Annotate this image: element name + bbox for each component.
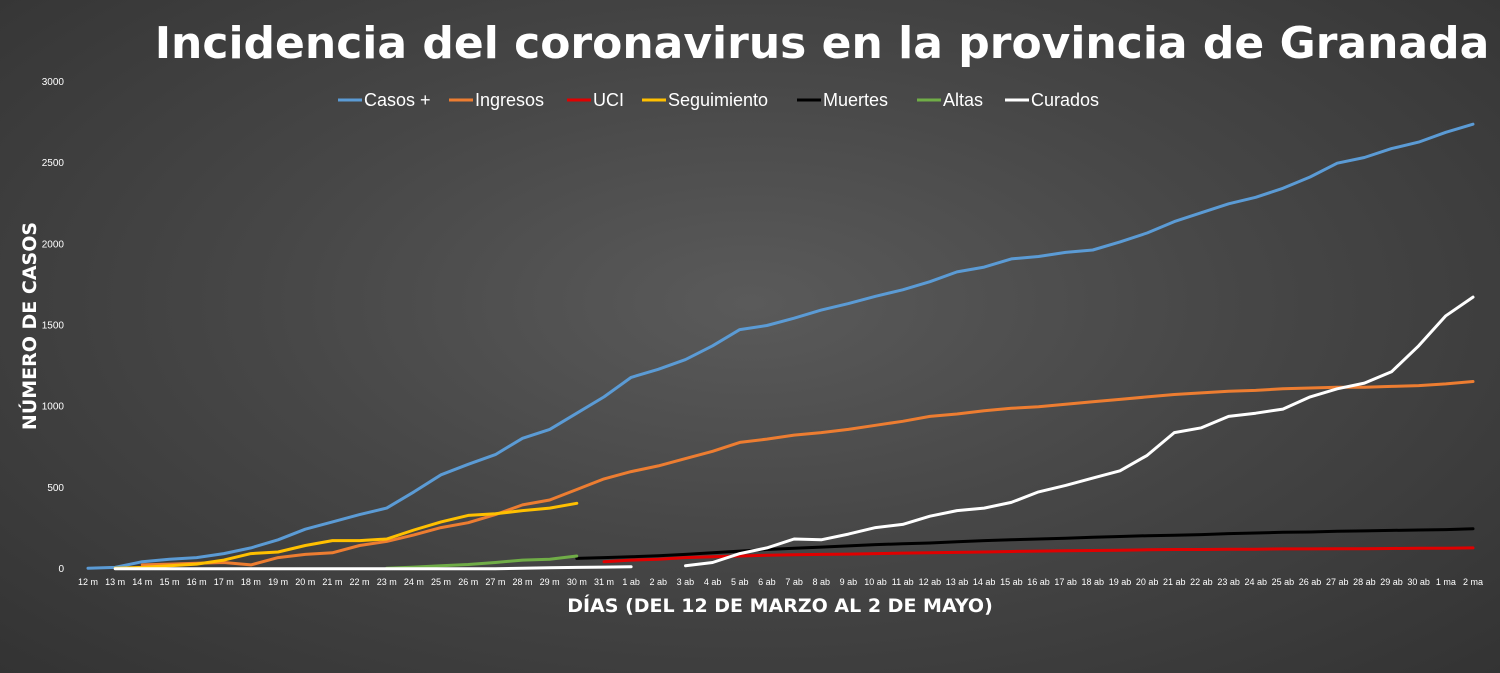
x-tick-label: 17 m xyxy=(214,577,234,587)
x-tick-label: 26 m xyxy=(458,577,478,587)
legend-label-uci: UCI xyxy=(593,90,624,110)
x-tick-label: 2 ma xyxy=(1463,577,1483,587)
y-tick-label: 0 xyxy=(58,564,64,575)
x-tick-label: 23 ab xyxy=(1217,577,1240,587)
legend-label-muertes: Muertes xyxy=(823,90,888,110)
x-tick-label: 26 ab xyxy=(1299,577,1322,587)
x-tick-label: 5 ab xyxy=(731,577,749,587)
x-tick-label: 29 m xyxy=(540,577,560,587)
y-axis-ticks: 0 500 1000 1500 2000 2500 3000 xyxy=(42,77,65,575)
y-tick-label: 2500 xyxy=(42,158,65,169)
x-tick-label: 16 m xyxy=(187,577,207,587)
x-tick-label: 31 m xyxy=(594,577,614,587)
x-tick-label: 28 ab xyxy=(1353,577,1376,587)
x-tick-label: 8 ab xyxy=(812,577,830,587)
x-tick-label: 25 m xyxy=(431,577,451,587)
x-tick-label: 14 m xyxy=(132,577,152,587)
x-tick-label: 23 m xyxy=(377,577,397,587)
series-lines xyxy=(86,122,1475,571)
x-tick-label: 13 ab xyxy=(946,577,969,587)
x-tick-label: 22 ab xyxy=(1190,577,1213,587)
x-tick-label: 18 ab xyxy=(1082,577,1105,587)
x-tick-label: 27 m xyxy=(485,577,505,587)
legend-label-ingresos: Ingresos xyxy=(475,90,544,110)
x-tick-label: 14 ab xyxy=(973,577,996,587)
x-tick-label: 21 ab xyxy=(1163,577,1186,587)
x-tick-label: 2 ab xyxy=(650,577,668,587)
x-axis-ticks: 12 m 13 m 14 m 15 m 16 m 17 m 18 m 19 m 20 m 21 m… xyxy=(78,577,1483,587)
x-tick-label: 15 m xyxy=(159,577,179,587)
x-tick-label: 4 ab xyxy=(704,577,722,587)
x-tick-label: 28 m xyxy=(513,577,533,587)
x-tick-label: 1 ab xyxy=(622,577,640,587)
x-tick-label: 10 ab xyxy=(864,577,887,587)
series-line-uci xyxy=(602,546,1475,564)
series-line-casos xyxy=(86,122,1475,570)
x-tick-label: 24 m xyxy=(404,577,424,587)
series-line-ingresos xyxy=(140,380,1475,567)
x-tick-label: 12 m xyxy=(78,577,98,587)
legend: Casos + Ingresos UCI Seguimiento Muertes Alta… xyxy=(338,90,1099,110)
x-tick-label: 15 ab xyxy=(1000,577,1023,587)
y-tick-label: 1500 xyxy=(42,321,65,332)
x-axis-label: DÍAS (DEL 12 DE MARZO AL 2 DE MAYO) xyxy=(567,594,993,617)
x-tick-label: 24 ab xyxy=(1244,577,1267,587)
x-tick-label: 20 ab xyxy=(1136,577,1159,587)
x-tick-label: 6 ab xyxy=(758,577,776,587)
x-tick-label: 29 ab xyxy=(1380,577,1403,587)
x-tick-label: 19 ab xyxy=(1109,577,1132,587)
x-tick-label: 3 ab xyxy=(677,577,695,587)
y-axis-label: NÚMERO DE CASOS xyxy=(17,222,41,430)
legend-label-seguimiento: Seguimiento xyxy=(668,90,768,110)
x-tick-label: 17 ab xyxy=(1054,577,1077,587)
y-tick-label: 1000 xyxy=(42,402,65,413)
x-tick-label: 11 ab xyxy=(892,577,914,587)
x-tick-label: 1 ma xyxy=(1436,577,1456,587)
series-line-muertes xyxy=(575,527,1475,560)
legend-label-curados: Curados xyxy=(1031,90,1099,110)
y-tick-label: 2000 xyxy=(42,239,65,250)
series-line-seguimiento xyxy=(113,501,579,570)
legend-label-altas: Altas xyxy=(943,90,983,110)
y-tick-label: 500 xyxy=(47,483,64,494)
series-line-curados xyxy=(113,295,1475,571)
x-tick-label: 25 ab xyxy=(1272,577,1295,587)
x-tick-label: 7 ab xyxy=(785,577,803,587)
series-line-altas xyxy=(385,554,579,570)
x-tick-label: 21 m xyxy=(322,577,342,587)
x-tick-label: 16 ab xyxy=(1027,577,1050,587)
x-tick-label: 13 m xyxy=(105,577,125,587)
x-tick-label: 30 m xyxy=(567,577,587,587)
chart-title: Incidencia del coronavirus en la provinc… xyxy=(155,18,1490,69)
legend-label-casos: Casos + xyxy=(364,90,431,110)
x-tick-label: 27 ab xyxy=(1326,577,1349,587)
x-tick-label: 22 m xyxy=(350,577,370,587)
y-tick-label: 3000 xyxy=(42,77,65,88)
x-tick-label: 20 m xyxy=(295,577,315,587)
x-tick-label: 9 ab xyxy=(840,577,858,587)
x-tick-label: 18 m xyxy=(241,577,261,587)
x-tick-label: 12 ab xyxy=(919,577,942,587)
x-tick-label: 30 ab xyxy=(1407,577,1430,587)
x-tick-label: 19 m xyxy=(268,577,288,587)
